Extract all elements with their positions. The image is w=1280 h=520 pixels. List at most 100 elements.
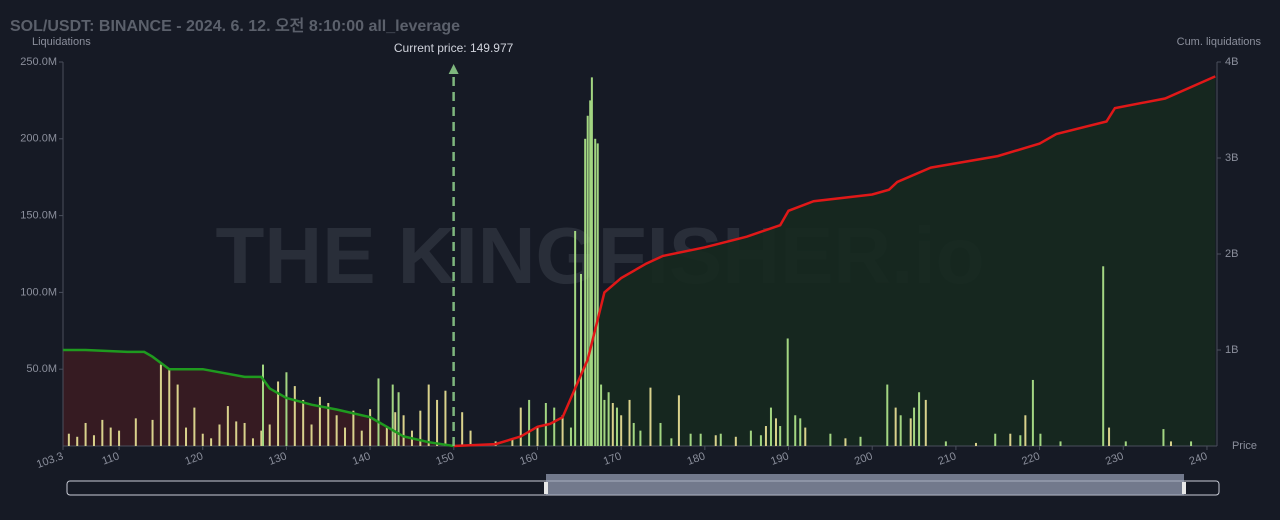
liquidation-bar (360, 430, 363, 446)
slider-handle[interactable] (544, 482, 548, 494)
liquidation-bar (594, 138, 597, 447)
liquidation-bar (994, 433, 997, 446)
liquidation-bar (924, 399, 927, 446)
liquidation-bar (1024, 415, 1027, 446)
liquidation-bar (268, 424, 271, 446)
liquidation-bar (620, 415, 623, 446)
plot: 50.0M100.0M150.0M200.0M250.0M1B2B3B4B103… (20, 41, 1238, 471)
liquidation-bar (611, 402, 614, 446)
liquidation-bar (159, 364, 162, 446)
liquidation-bar (615, 407, 618, 446)
liquidation-bar (1031, 379, 1034, 446)
x-tick-label: 210 (937, 450, 958, 468)
liquidation-bar (628, 399, 631, 446)
liquidation-bar (519, 407, 522, 446)
x-tick-label: 160 (518, 450, 539, 468)
liquidation-bar (918, 392, 921, 446)
liquidation-bar (1108, 427, 1111, 446)
liquidation-bar (580, 273, 583, 446)
cumulative-area (453, 76, 1216, 447)
x-tick-label: 150 (434, 450, 455, 468)
liquidation-bar (235, 421, 238, 446)
slider-handle[interactable] (1182, 482, 1186, 494)
liquidation-bar (596, 143, 599, 446)
liquidation-bar (561, 415, 564, 446)
y2-tick-label: 1B (1225, 344, 1238, 356)
liquidation-bar (779, 426, 782, 446)
liquidation-bar (1124, 441, 1127, 446)
y-tick-label: 50.0M (26, 363, 57, 375)
x-tick-label: 200 (853, 450, 874, 468)
x-tick-label: 120 (183, 450, 204, 468)
liquidation-bar (352, 410, 355, 446)
liquidation-bar (243, 422, 246, 446)
current-price-text: Current price: (394, 41, 467, 55)
liquidation-bar (1059, 441, 1062, 446)
x-tick-label: 190 (769, 450, 790, 468)
x-tick-label: 220 (1020, 450, 1041, 468)
x-tick-label: 240 (1188, 450, 1209, 468)
y2-tick-label: 3B (1225, 152, 1238, 164)
liquidation-bar (759, 435, 762, 446)
range-selection[interactable] (546, 474, 1184, 495)
liquidation-bar (774, 418, 777, 446)
x-tick-label: 110 (100, 450, 121, 467)
cumulative-line (453, 75, 1216, 448)
liquidation-bar (402, 415, 405, 446)
y-tick-label: 250.0M (20, 56, 57, 68)
y-axis-label: Liquidations (32, 36, 91, 48)
liquidation-bar (226, 406, 229, 446)
liquidation-bar (894, 407, 897, 446)
liquidation-bar (397, 392, 400, 446)
liquidation-bar (318, 396, 321, 446)
liquidation-bar (859, 436, 862, 446)
liquidation-bar (168, 369, 171, 446)
liquidation-bar (151, 419, 154, 446)
liquidation-bar (1019, 435, 1022, 446)
liquidation-bar (1190, 441, 1193, 446)
liquidation-bar (377, 378, 380, 446)
liquidation-bar (913, 407, 916, 446)
liquidation-bar (92, 435, 95, 446)
liquidation-bar (134, 418, 137, 446)
liquidation-bar (799, 418, 802, 446)
liquidation-bar (719, 433, 722, 446)
liquidation-bar (536, 427, 539, 446)
liquidation-bar (185, 427, 188, 446)
liquidation-bar (369, 409, 372, 446)
liquidation-bar (260, 430, 263, 446)
liquidation-bar (670, 438, 673, 446)
liquidation-bar (436, 399, 439, 446)
liquidation-bar (829, 433, 832, 446)
x-tick-label: 130 (267, 450, 288, 468)
liquidation-bar (394, 412, 397, 446)
liquidation-bar (461, 412, 464, 446)
liquidation-bar (944, 441, 947, 446)
liquidation-bar (277, 381, 280, 446)
liquidation-bar (1162, 429, 1165, 446)
liquidation-bar (804, 427, 807, 446)
liquidation-bar (285, 372, 288, 446)
liquidation-bar (632, 422, 635, 446)
liquidation-bar (118, 430, 121, 446)
liquidation-bar (1169, 441, 1172, 446)
liquidation-bar (210, 438, 213, 446)
x-tick-label: 230 (1104, 450, 1125, 468)
liquidation-bar (176, 384, 179, 446)
liquidation-bar (1039, 433, 1042, 446)
liquidation-bar (344, 427, 347, 446)
liquidation-bar (786, 338, 789, 446)
liquidation-bar (607, 392, 610, 446)
current-price-value: 149.977 (470, 41, 514, 55)
liquidation-bar (677, 395, 680, 446)
liquidation-bar (569, 427, 572, 446)
liquidation-bar (714, 435, 717, 446)
liquidation-bar (586, 115, 589, 446)
x-tick-label: 140 (351, 450, 372, 468)
current-price-arrow (448, 64, 459, 74)
cumulative-line (63, 348, 454, 448)
liquidation-bar (262, 364, 265, 446)
y2-tick-label: 2B (1225, 248, 1238, 260)
liquidation-bar (528, 399, 531, 446)
liquidation-bar (310, 424, 313, 446)
